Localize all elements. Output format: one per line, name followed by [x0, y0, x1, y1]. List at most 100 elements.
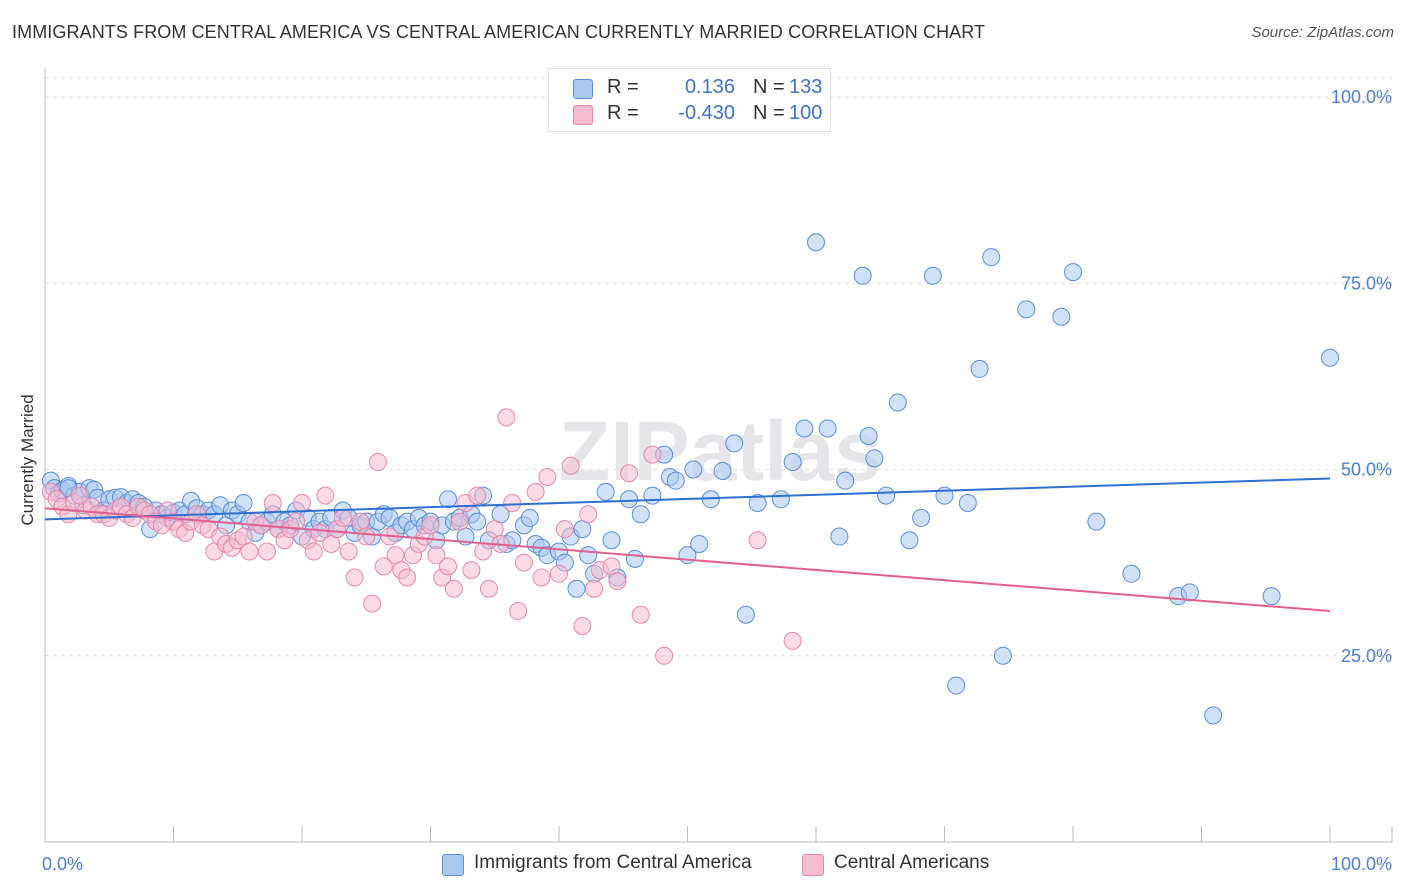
- data-point: [439, 557, 458, 576]
- data-point: [514, 553, 533, 572]
- data-point: [234, 494, 253, 513]
- data-point: [725, 434, 744, 453]
- data-point: [748, 494, 767, 513]
- y-tick-label: 50.0%: [1341, 460, 1392, 480]
- trend-lines: [44, 477, 1331, 613]
- data-point: [579, 546, 598, 565]
- data-point: [877, 486, 896, 505]
- data-point: [912, 508, 931, 527]
- data-point: [713, 461, 732, 480]
- data-point: [1262, 587, 1281, 606]
- data-point: [783, 631, 802, 650]
- data-point: [690, 535, 709, 553]
- y-tick-label: 25.0%: [1341, 646, 1392, 666]
- bottom-legend-label: Immigrants from Central America: [474, 852, 752, 873]
- data-point: [573, 616, 592, 635]
- data-point: [345, 568, 364, 587]
- data-point: [620, 464, 639, 483]
- data-point: [479, 579, 498, 598]
- legend-r-label: R =: [607, 76, 639, 98]
- data-point: [532, 568, 551, 587]
- data-point: [596, 482, 615, 501]
- legend-swatch-blue: [573, 79, 593, 99]
- data-point: [450, 512, 469, 531]
- data-point: [304, 542, 323, 561]
- data-point: [579, 505, 598, 524]
- data-point: [439, 490, 458, 509]
- axes: [44, 68, 1393, 843]
- data-point: [631, 505, 650, 524]
- data-point: [257, 542, 276, 561]
- data-point: [468, 486, 487, 505]
- data-point: [853, 266, 872, 285]
- data-point: [1017, 300, 1036, 319]
- data-point: [374, 557, 393, 576]
- data-point: [357, 527, 376, 546]
- data-point: [859, 426, 878, 445]
- tick-labels: 25.0% 50.0% 75.0% 100.0% 0.0% 100.0%: [42, 87, 1392, 874]
- chart-title: IMMIGRANTS FROM CENTRAL AMERICA VS CENTR…: [12, 22, 986, 42]
- data-point: [427, 546, 446, 565]
- trend-line-central-americans: [44, 507, 1331, 613]
- data-point: [771, 490, 790, 509]
- data-point: [1087, 512, 1106, 531]
- data-point: [561, 456, 580, 475]
- data-point: [503, 494, 522, 513]
- data-point: [316, 486, 335, 505]
- legend-r-value: -0.430: [678, 102, 735, 124]
- data-point: [509, 602, 528, 621]
- data-point: [643, 486, 662, 505]
- data-point: [958, 494, 977, 513]
- data-point: [550, 564, 568, 583]
- data-point: [497, 408, 516, 427]
- data-point: [1180, 583, 1199, 602]
- data-point: [631, 605, 650, 624]
- legend-r-label: R =: [607, 102, 639, 124]
- data-point: [1204, 706, 1223, 725]
- data-point: [585, 579, 604, 598]
- data-point: [468, 512, 487, 531]
- data-point: [970, 359, 989, 378]
- legend-n-value: 100: [789, 102, 823, 124]
- data-point: [947, 676, 966, 695]
- bottom-legend-swatch-blue: [442, 854, 464, 876]
- data-point: [1052, 307, 1071, 326]
- data-point: [608, 572, 627, 591]
- data-point: [1122, 564, 1141, 583]
- data-point: [666, 471, 685, 490]
- data-point: [287, 512, 306, 531]
- legend-n-value: 133: [789, 76, 823, 98]
- data-point: [923, 266, 942, 285]
- data-point: [602, 531, 621, 550]
- data-point: [368, 453, 387, 472]
- data-point: [538, 467, 557, 486]
- y-tick-label: 100.0%: [1331, 87, 1392, 107]
- data-point: [462, 561, 481, 580]
- data-point: [620, 490, 639, 509]
- legend-n-label: N =: [753, 76, 785, 98]
- data-point: [263, 494, 282, 513]
- data-point: [982, 248, 1001, 267]
- data-point: [748, 531, 767, 550]
- data-point: [865, 449, 884, 468]
- data-point: [795, 419, 814, 438]
- data-point: [567, 579, 586, 598]
- x-tick-label: 100.0%: [1331, 854, 1392, 874]
- trend-line-immigrants: [44, 477, 1331, 521]
- legend-n-label: N =: [753, 102, 785, 124]
- data-point: [888, 393, 907, 412]
- data-point: [444, 579, 463, 598]
- correlation-legend: R = 0.136 N = 133 R = -0.430 N = 100: [548, 68, 831, 132]
- data-point: [474, 542, 493, 561]
- data-point: [655, 646, 674, 665]
- data-point: [830, 527, 849, 546]
- y-tick-label: 75.0%: [1341, 273, 1392, 293]
- data-point: [339, 542, 358, 561]
- source-label: Source: ZipAtlas.com: [1251, 24, 1394, 41]
- data-point: [783, 453, 802, 472]
- data-point: [736, 605, 755, 624]
- data-point: [526, 482, 545, 501]
- data-point: [520, 508, 539, 527]
- data-point: [1064, 263, 1082, 282]
